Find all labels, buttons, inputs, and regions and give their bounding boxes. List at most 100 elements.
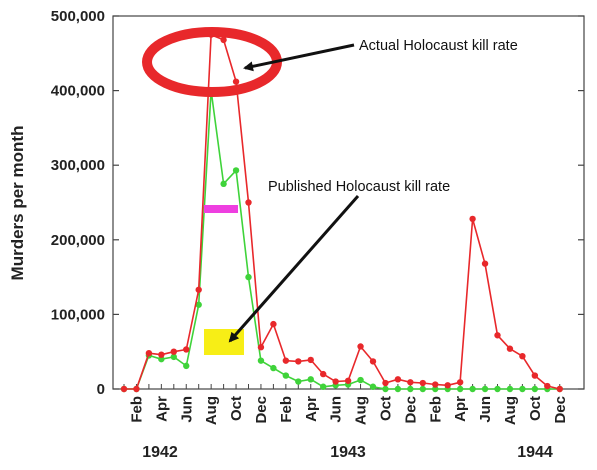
data-point: [307, 356, 314, 364]
x-tick-label: Feb: [427, 396, 444, 423]
data-point: [394, 385, 402, 393]
data-point: [432, 381, 439, 388]
x-tick-label: Oct: [377, 396, 394, 421]
series-line-1: [124, 89, 560, 390]
data-point: [282, 372, 290, 379]
data-point: [469, 215, 476, 223]
data-point: [183, 346, 190, 353]
x-tick-label: Oct: [228, 396, 245, 421]
data-point: [195, 301, 202, 308]
data-point: [295, 358, 302, 365]
x-tick-label: Dec: [552, 396, 569, 424]
x-tick-label: Feb: [278, 396, 295, 423]
data-point: [544, 382, 551, 390]
plot-frame: [112, 15, 585, 390]
data-point: [382, 379, 389, 387]
data-point: [357, 343, 364, 350]
x-tick-label: Jun: [178, 396, 195, 423]
x-tick-label: Dec: [253, 396, 270, 424]
data-point: [183, 362, 190, 370]
data-point: [419, 385, 426, 393]
x-tick-label: Dec: [402, 396, 419, 424]
x-tick-label: Jun: [477, 396, 494, 423]
data-point: [369, 358, 377, 365]
data-point: [394, 376, 402, 383]
data-point: [481, 260, 489, 267]
data-point: [332, 378, 339, 385]
data-point: [444, 382, 451, 389]
data-point: [519, 352, 526, 360]
x-tick-label: Feb: [128, 396, 145, 423]
series-line-0: [124, 33, 560, 390]
data-point: [270, 364, 277, 372]
data-point: [456, 379, 464, 386]
data-point: [282, 357, 290, 364]
data-point: [170, 353, 177, 361]
data-point: [257, 344, 265, 351]
data-point: [519, 385, 526, 393]
year-label: 1943: [330, 444, 366, 461]
y-axis: 0 100,000 200,000 300,000 400,000 500,000: [51, 8, 584, 398]
data-point: [232, 78, 240, 85]
data-point: [320, 383, 327, 390]
data-point: [232, 167, 240, 174]
data-point: [357, 376, 364, 384]
data-point: [494, 332, 501, 339]
data-point: [220, 180, 227, 188]
x-tick-label: Aug: [502, 396, 519, 425]
x-tick-label: Apr: [153, 396, 170, 422]
data-point: [419, 379, 426, 387]
published-rate-arrow: [228, 195, 360, 343]
highlight-ellipse: [142, 27, 282, 97]
y-tick-label: 500,000: [51, 8, 105, 25]
data-point: [220, 36, 227, 44]
x-tick-label: Jun: [328, 396, 345, 423]
data-point: [531, 385, 539, 393]
y-tick-label: 0: [97, 381, 105, 398]
data-point: [307, 376, 314, 383]
data-point: [382, 385, 389, 393]
y-axis-title: Murders per month: [8, 126, 27, 281]
data-point: [270, 320, 277, 328]
year-labels: 1942 1943 1944: [142, 444, 553, 461]
published-rate-bar: [204, 205, 238, 213]
data-point: [531, 372, 539, 379]
data-point: [407, 379, 414, 386]
data-point: [158, 351, 165, 358]
y-tick-label: 100,000: [51, 306, 105, 323]
data-point: [245, 199, 252, 206]
data-point: [481, 385, 489, 393]
data-point: [145, 349, 153, 357]
data-point: [407, 385, 414, 393]
data-point: [257, 357, 265, 364]
data-point: [432, 385, 439, 393]
data-point: [170, 348, 177, 355]
data-point: [506, 345, 514, 352]
year-label: 1942: [142, 444, 178, 461]
y-tick-label: 300,000: [51, 157, 105, 174]
data-point: [556, 385, 563, 393]
actual-rate-arrow: [243, 43, 355, 72]
data-point: [295, 378, 302, 385]
y-tick-label: 200,000: [51, 232, 105, 249]
data-point: [158, 355, 165, 363]
data-point: [469, 385, 476, 393]
data-point: [120, 385, 128, 393]
data-point: [369, 383, 377, 390]
data-point: [245, 273, 252, 281]
data-point: [506, 385, 514, 393]
actual-rate-label: Actual Holocaust kill rate: [359, 38, 518, 54]
x-tick-label: Aug: [353, 396, 370, 425]
data-point: [344, 377, 352, 384]
data-point: [494, 385, 501, 393]
x-tick-label: Apr: [303, 396, 320, 422]
data-point: [133, 385, 140, 393]
x-tick-label: Apr: [452, 396, 469, 422]
published-rate-label: Published Holocaust kill rate: [268, 179, 450, 195]
data-point: [320, 370, 327, 378]
y-tick-label: 400,000: [51, 83, 105, 100]
data-point: [195, 286, 202, 293]
x-tick-label: Oct: [527, 396, 544, 421]
x-tick-label: Aug: [203, 396, 220, 425]
